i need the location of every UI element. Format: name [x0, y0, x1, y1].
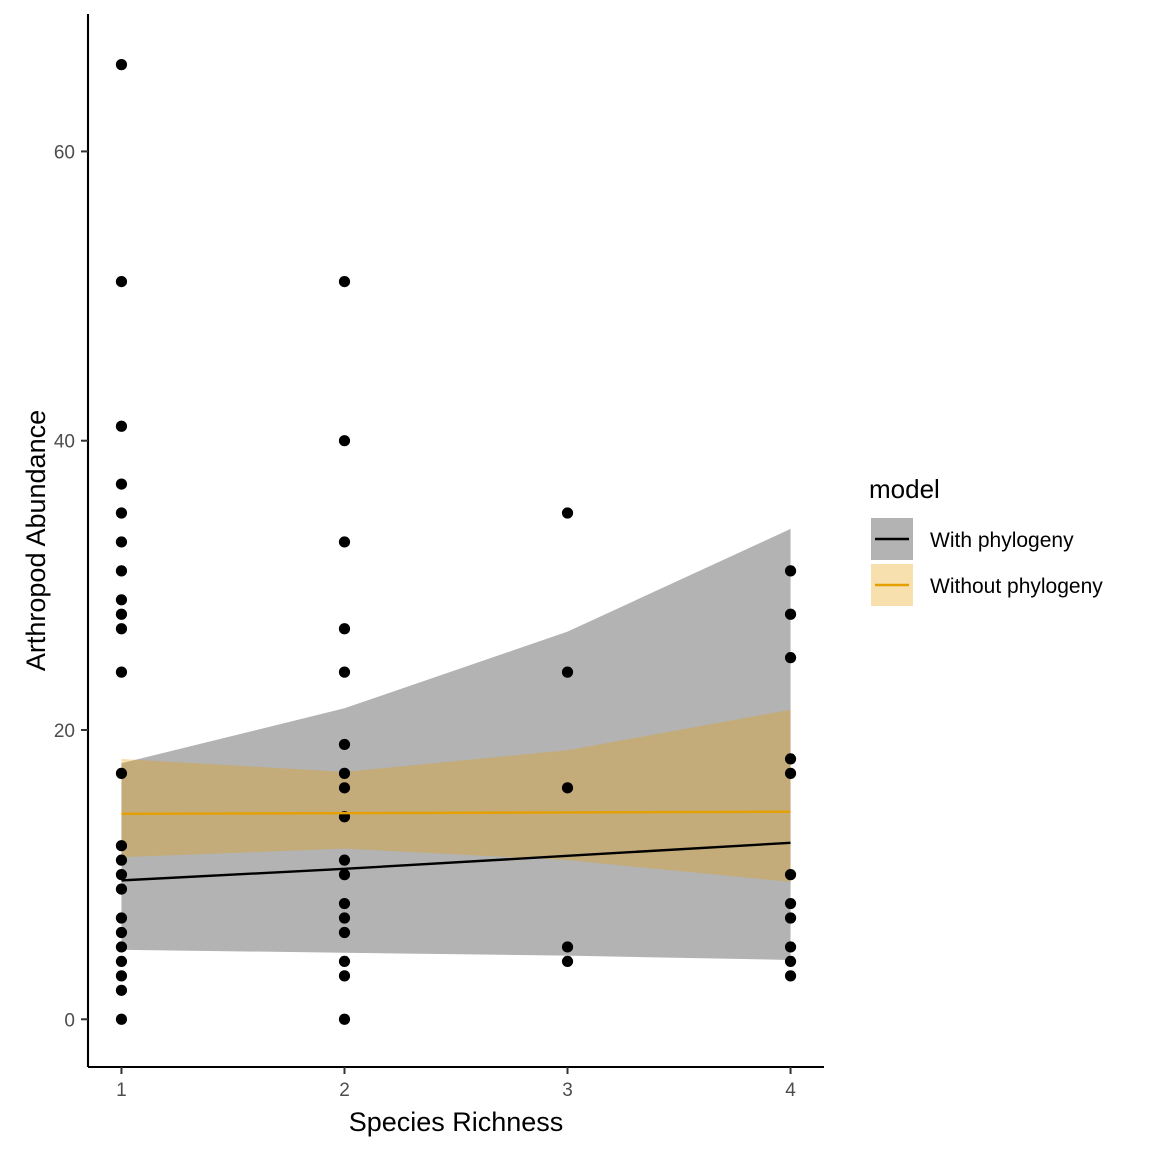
- y-axis-ticks: 0 20 40 60: [54, 142, 88, 1031]
- data-point: [115, 840, 128, 852]
- x-axis-ticks: 1 2 3 4: [116, 1067, 796, 1101]
- data-point: [784, 941, 797, 953]
- data-point: [784, 970, 797, 982]
- data-point: [115, 59, 128, 71]
- data-point: [115, 767, 128, 779]
- data-point: [115, 623, 128, 635]
- data-point: [115, 666, 128, 678]
- x-tick-label: 4: [785, 1080, 796, 1101]
- data-point: [338, 767, 351, 779]
- data-point: [338, 869, 351, 881]
- x-tick-label: 3: [562, 1080, 573, 1101]
- y-axis-title: Arthropod Abundance: [21, 410, 51, 671]
- data-point: [115, 565, 128, 577]
- confidence-ribbon-2: [121, 709, 791, 882]
- data-point: [115, 926, 128, 939]
- axes: 0 20 40 60 1 2 3 4: [54, 14, 824, 1101]
- data-point: [338, 275, 351, 288]
- data-point: [784, 753, 797, 765]
- data-point: [784, 608, 797, 620]
- data-point: [784, 955, 797, 968]
- legend-label: With phylogeny: [930, 529, 1074, 552]
- data-point: [784, 565, 797, 577]
- data-point: [784, 652, 797, 664]
- data-point: [115, 869, 128, 881]
- legend-label: Without phylogeny: [930, 575, 1103, 598]
- data-point: [115, 955, 128, 968]
- data-point: [115, 912, 128, 924]
- data-point: [115, 507, 128, 519]
- data-point: [115, 941, 128, 953]
- legend: model With phylogeny Without phylogeny: [869, 474, 1103, 606]
- data-point: [338, 666, 351, 678]
- data-point: [338, 955, 351, 968]
- data-point: [338, 912, 351, 924]
- data-point: [561, 941, 574, 953]
- data-point: [338, 970, 351, 982]
- y-tick-label: 40: [54, 432, 75, 453]
- data-point: [338, 738, 351, 751]
- x-tick-label: 1: [116, 1080, 127, 1101]
- data-point: [561, 507, 574, 519]
- data-point: [115, 420, 128, 432]
- data-point: [561, 782, 574, 794]
- legend-keys: With phylogeny Without phylogeny: [871, 518, 1103, 606]
- data-point: [784, 869, 797, 881]
- data-point: [338, 926, 351, 939]
- data-point: [338, 435, 351, 447]
- y-tick-label: 60: [54, 142, 75, 163]
- data-point: [338, 623, 351, 635]
- y-tick-label: 20: [54, 721, 75, 742]
- data-point: [115, 536, 128, 548]
- data-point: [338, 897, 351, 910]
- data-point: [338, 536, 351, 548]
- data-point: [115, 984, 128, 996]
- data-point: [338, 854, 351, 866]
- data-point: [115, 608, 128, 620]
- points-layer: [115, 59, 797, 1025]
- data-point: [784, 912, 797, 924]
- data-point: [115, 883, 128, 895]
- data-point: [115, 854, 128, 866]
- fit-line-2: [121, 810, 791, 816]
- data-point: [561, 955, 574, 968]
- data-point: [115, 275, 128, 288]
- data-point: [784, 767, 797, 779]
- data-point: [784, 897, 797, 910]
- x-tick-label: 2: [339, 1080, 350, 1101]
- data-point: [115, 970, 128, 982]
- data-point: [561, 666, 574, 678]
- legend-title: model: [869, 474, 940, 504]
- x-axis-title: Species Richness: [349, 1107, 564, 1137]
- y-tick-label: 0: [64, 1010, 75, 1031]
- data-point: [115, 1013, 128, 1025]
- data-point: [115, 594, 128, 606]
- fit-lines-layer: [121, 810, 791, 882]
- data-point: [338, 1013, 351, 1025]
- data-point: [338, 782, 351, 794]
- fit-line-1: [121, 841, 791, 882]
- data-point: [115, 478, 128, 490]
